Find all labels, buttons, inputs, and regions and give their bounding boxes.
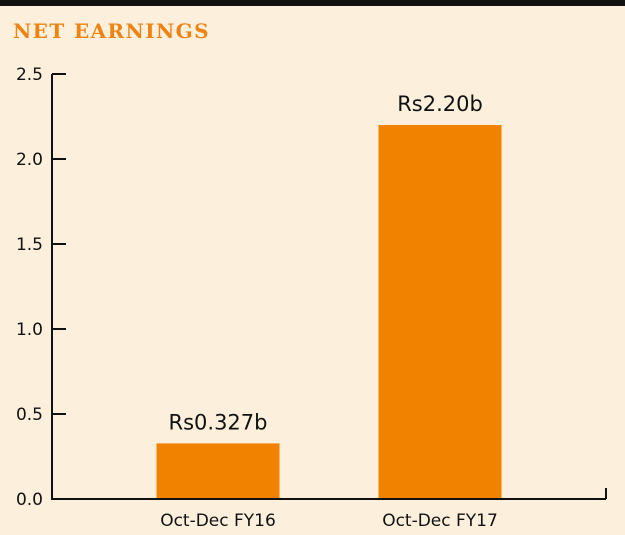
y-tick-label: 1.5: [16, 235, 43, 255]
y-axis-ticks: 0.0 0.5 1.0 1.5 2.0 2.5: [16, 65, 66, 510]
category-label: Oct-Dec FY17: [382, 511, 498, 531]
bar: [378, 125, 502, 499]
category-label: Oct-Dec FY16: [160, 511, 276, 531]
labels: Rs0.327b Oct-Dec FY16 Rs2.20b Oct-Dec FY17: [160, 92, 498, 531]
data-label: Rs2.20b: [397, 92, 483, 116]
axes: [51, 74, 607, 500]
y-tick-label: 1.0: [16, 320, 43, 340]
data-label: Rs0.327b: [169, 410, 268, 434]
bar: [156, 443, 280, 499]
y-tick-label: 2.5: [16, 65, 43, 85]
chart-title: NET EARNINGS: [13, 19, 210, 43]
top-rule: [0, 0, 625, 6]
bars: [156, 125, 502, 499]
y-tick-label: 0.5: [16, 405, 43, 425]
y-tick-label: 2.0: [16, 150, 43, 170]
y-tick-label: 0.0: [16, 490, 43, 510]
